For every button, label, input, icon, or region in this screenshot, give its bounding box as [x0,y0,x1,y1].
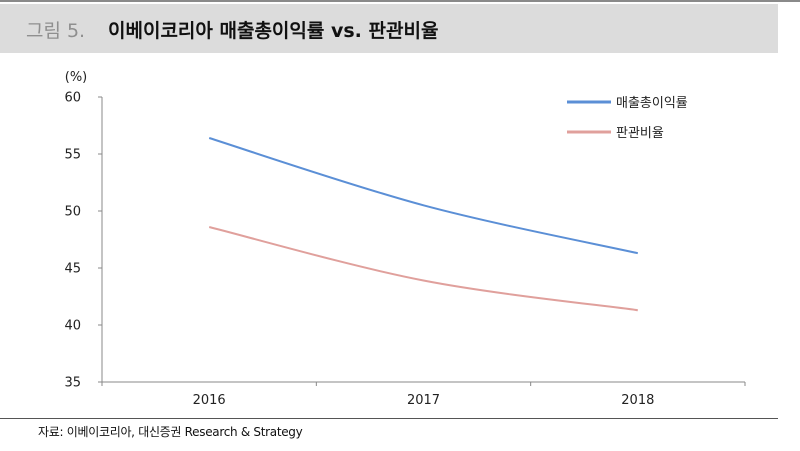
y-tick-label: 35 [64,376,81,391]
series-layer [208,137,639,312]
figure-label: 그림 5. [26,16,85,43]
y-tick-label: 45 [64,262,81,277]
top-rule [0,0,800,2]
x-tick-label: 2016 [193,393,226,408]
bottom-rule [0,418,778,419]
series-line-1 [208,137,639,255]
legend-label-1: 매출총이익률 [616,96,688,111]
x-tick-label: 2017 [407,393,440,408]
y-tick-label: 55 [64,148,81,163]
source-note: 자료: 이베이코리아, 대신증권 Research & Strategy [38,425,303,439]
series-line-2 [208,226,638,312]
title-bar: 그림 5. 이베이코리아 매출총이익률 vs. 판관비율 [0,4,778,53]
axes: 35 40 45 50 55 60 2016 2017 2018 [64,91,746,408]
y-axis-unit-label: (%) [65,70,88,85]
figure-label-text: 그림 [26,20,61,42]
x-tick-label: 2018 [621,393,654,408]
y-tick-label: 60 [64,91,81,106]
y-tick-label: 40 [64,319,81,334]
figure-number: 5. [66,20,86,42]
chart-title: 이베이코리아 매출총이익률 vs. 판관비율 [108,20,439,42]
y-tick-label: 50 [64,205,81,220]
legend-label-2: 판관비율 [616,126,664,141]
